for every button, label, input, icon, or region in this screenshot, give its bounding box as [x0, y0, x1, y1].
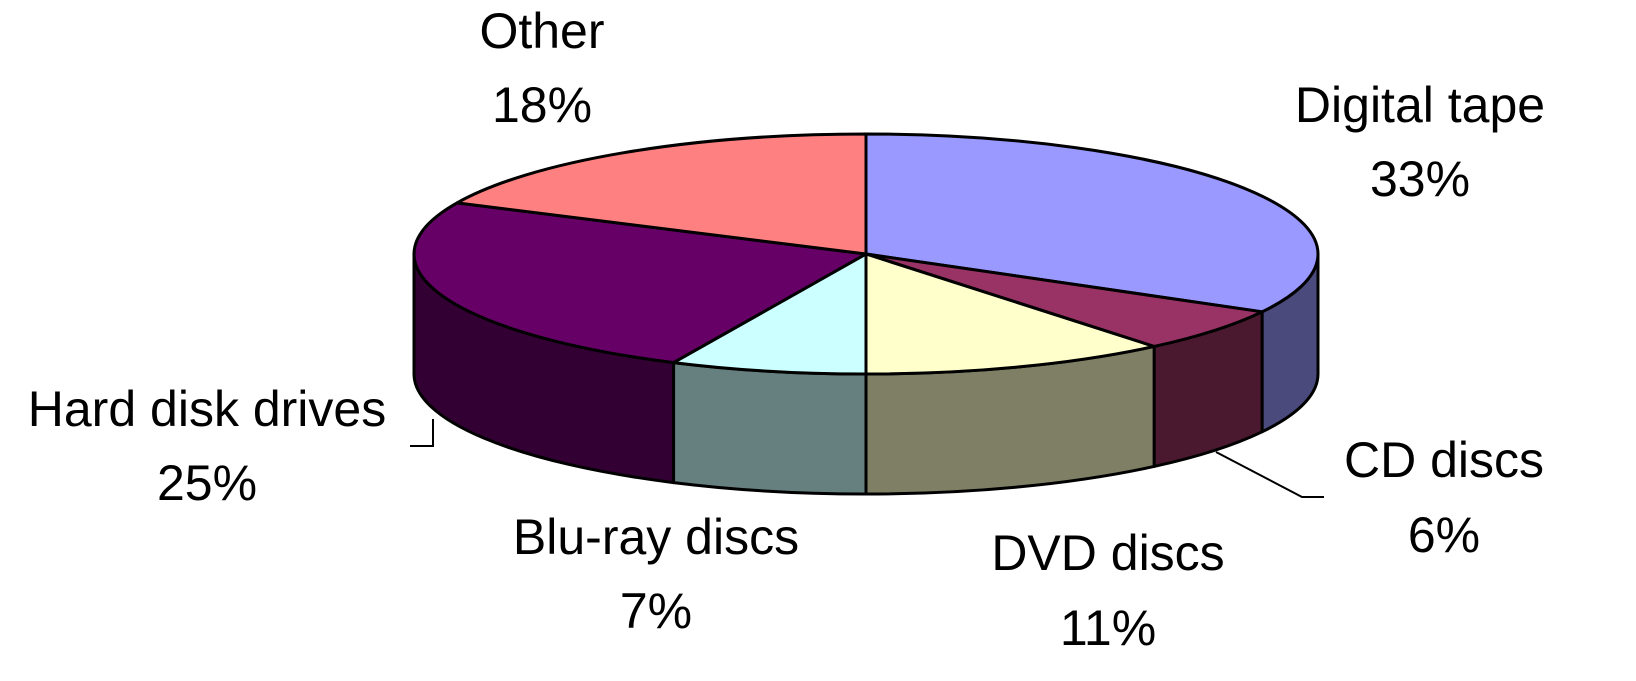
- data-label-name-blu-ray-discs: Blu-ray discs: [513, 509, 799, 565]
- data-label-name-dvd-discs: DVD discs: [991, 525, 1224, 581]
- pie-slice-hard-disk-drives: [412, 201, 868, 365]
- data-label-percent-digital-tape: 33%: [1370, 151, 1470, 207]
- data-label-percent-blu-ray-discs: 7%: [620, 583, 692, 639]
- pie-slice-dvd-discs: [864, 252, 1156, 376]
- data-label-name-hard-disk-drives: Hard disk drives: [28, 381, 386, 437]
- data-label-percent-hard-disk-drives: 25%: [157, 455, 257, 511]
- data-labels: Digital tape 33% CD discs 6% DVD discs 11% Blu…: [28, 3, 1545, 656]
- pie-slice-other: [455, 132, 868, 256]
- data-label-percent-other: 18%: [492, 77, 592, 133]
- leader-line-cd-discs: [1215, 451, 1324, 498]
- pie-slice-digital-tape: [864, 132, 1320, 314]
- data-label-name-cd-discs: CD discs: [1344, 432, 1544, 488]
- pie-sides: [412, 252, 1320, 496]
- leader-line-hard-disk-drives: [410, 419, 434, 447]
- pie-slice-cd-discs: [864, 252, 1264, 348]
- data-label-name-other: Other: [479, 3, 604, 59]
- pie-slice-blu-ray-discs: [672, 252, 868, 376]
- data-label-percent-cd-discs: 6%: [1408, 507, 1480, 563]
- data-label-name-digital-tape: Digital tape: [1295, 77, 1545, 133]
- data-label-percent-dvd-discs: 11%: [1060, 600, 1156, 656]
- leader-lines: [410, 419, 1324, 498]
- pie-tops: [412, 132, 1320, 376]
- pie-side-blu-ray-discs: [672, 361, 868, 496]
